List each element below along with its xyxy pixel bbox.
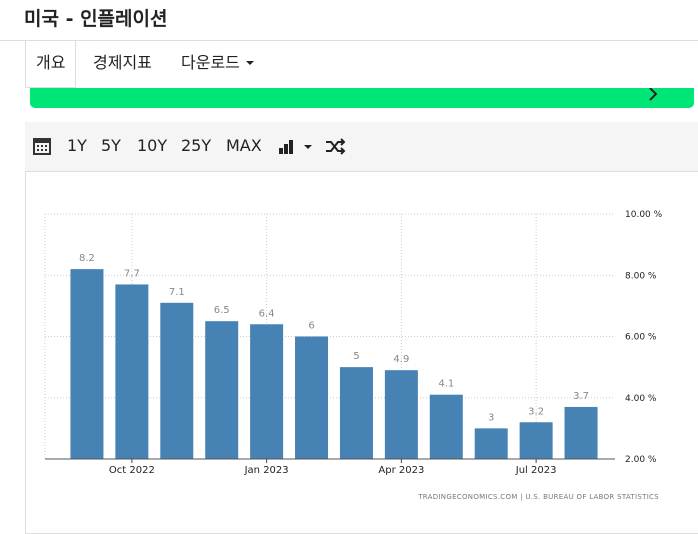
bar xyxy=(295,336,329,459)
bar xyxy=(250,324,284,459)
bar xyxy=(429,394,463,459)
calendar-icon[interactable] xyxy=(33,137,53,157)
range-button[interactable]: MAX xyxy=(226,136,262,155)
value-label: 6 xyxy=(308,321,314,332)
range-button[interactable]: 5Y xyxy=(101,136,121,155)
tab[interactable]: 다운로드 xyxy=(171,41,265,87)
bar xyxy=(205,321,239,459)
range-button[interactable]: 1Y xyxy=(67,136,87,155)
y-tick-label: 10.00 % xyxy=(625,210,663,220)
bar xyxy=(70,269,104,459)
tab-label: 다운로드 xyxy=(181,53,240,72)
value-label: 7.1 xyxy=(169,287,185,298)
bar xyxy=(384,370,418,459)
value-label: 4.9 xyxy=(393,354,409,365)
bar xyxy=(519,422,553,459)
download-button[interactable] xyxy=(30,88,694,108)
range-button[interactable]: 25Y xyxy=(181,136,212,155)
bar xyxy=(339,367,373,459)
value-label: 3.7 xyxy=(573,391,589,402)
y-tick-label: 6.00 % xyxy=(625,333,657,343)
value-label: 3 xyxy=(488,412,494,423)
tab[interactable]: 경제지표 xyxy=(93,53,152,72)
shuffle-icon[interactable] xyxy=(325,137,347,157)
value-label: 6.5 xyxy=(214,305,230,316)
page-title: 미국 - 인플레이션 xyxy=(24,8,168,30)
value-label: 3.2 xyxy=(528,406,544,417)
divider xyxy=(0,40,698,41)
y-tick-label: 2.00 % xyxy=(625,455,657,465)
x-tick-label: Oct 2022 xyxy=(109,465,155,476)
bar xyxy=(474,428,508,459)
value-label: 6.4 xyxy=(259,308,275,319)
source-label: TRADINGECONOMICS.COM | U.S. BUREAU OF LA… xyxy=(417,493,659,501)
value-label: 8.2 xyxy=(79,253,95,264)
x-tick-label: Apr 2023 xyxy=(378,465,424,476)
range-button[interactable]: 10Y xyxy=(137,136,168,155)
tab[interactable]: 개요 xyxy=(25,41,77,88)
value-label: 7.7 xyxy=(124,268,140,279)
y-tick-label: 8.00 % xyxy=(625,271,657,281)
arrow-icon xyxy=(649,88,658,101)
bar xyxy=(115,284,149,459)
value-label: 4.1 xyxy=(438,379,454,390)
chart-type-icon[interactable] xyxy=(277,137,317,157)
bar xyxy=(564,406,598,459)
caret xyxy=(245,61,254,65)
x-tick-label: Jan 2023 xyxy=(244,465,289,476)
bar xyxy=(160,302,194,459)
value-label: 5 xyxy=(353,351,359,362)
y-tick-label: 4.00 % xyxy=(625,394,657,404)
chart-toolbar: 1Y 5Y 10Y 25Y MAX xyxy=(25,122,698,172)
x-tick-label: Jul 2023 xyxy=(515,465,557,476)
